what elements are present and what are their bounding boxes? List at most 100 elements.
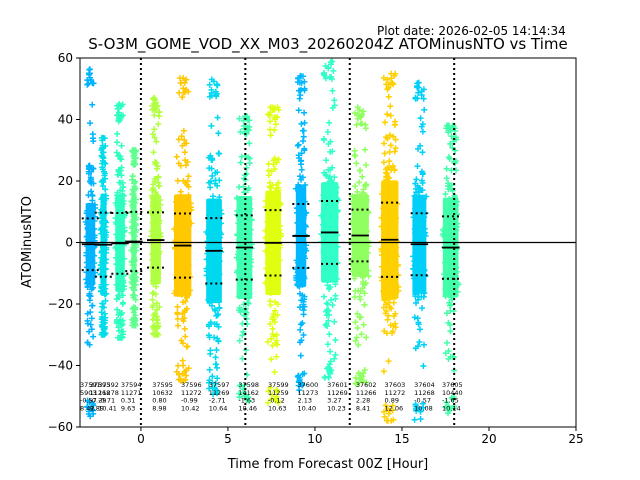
stats-count: 11268 — [90, 389, 111, 397]
stats-count: 11271 — [121, 389, 142, 397]
scatter-points-37597 — [203, 76, 225, 398]
y-axis: −60 −40 −20 0 20 40 60 — [48, 51, 80, 434]
stats-std: 8.98 — [152, 404, 166, 412]
stats-mean: -1.63 — [238, 397, 255, 405]
stats-block-37605: 37605 10440 -1.65 10.14 — [442, 381, 463, 412]
y-tick-label-40: 40 — [58, 113, 73, 127]
stats-block-37596: 37596 11272 -0.99 10.42 — [181, 381, 202, 412]
y-tick-label-0: 0 — [65, 236, 73, 250]
scatter-series-37602 — [348, 104, 372, 388]
scatter-series-37600 — [292, 72, 310, 394]
stats-mean: -2.71 — [209, 397, 226, 405]
stats-mean: -0.29 — [90, 397, 107, 405]
stats-block-37600: 37600 11273 2.13 10.40 — [298, 381, 319, 412]
scatter-series-37601 — [318, 58, 342, 381]
stats-orbit: 37605 — [442, 381, 463, 389]
y-tick-label-20: 20 — [58, 174, 73, 188]
stats-std: 9.89 — [90, 404, 104, 412]
stats-std: 10.64 — [209, 404, 228, 412]
x-axis-label: Time from Forecast 00Z [Hour] — [227, 457, 429, 472]
stats-block-37604: 37604 11268 -0.57 10.08 — [414, 381, 435, 412]
stats-orbit: 37593 — [90, 381, 111, 389]
stats-mean: -0.57 — [80, 397, 97, 405]
y-tick-label-60: 60 — [58, 51, 73, 65]
stats-std: 10.08 — [414, 404, 433, 412]
stats-orbit: 37594 — [121, 381, 142, 389]
y-tick-label--60: −60 — [48, 420, 73, 434]
stats-orbit: 37596 — [181, 381, 202, 389]
stats-std: 9.63 — [121, 404, 135, 412]
stats-mean: 0.80 — [152, 397, 166, 405]
stats-count: 11266 — [356, 389, 377, 397]
stats-count: 11269 — [209, 389, 230, 397]
scatter-series-37603 — [378, 70, 402, 424]
stats-count: 11268 — [414, 389, 435, 397]
plot-date: Plot date: 2026-02-05 14:14:34 — [377, 24, 566, 38]
scatter-points-37604 — [410, 79, 430, 423]
stats-orbit: 37602 — [356, 381, 377, 389]
x-tick-label-0: 0 — [137, 432, 145, 446]
y-axis-label: ATOMinusNTO — [20, 196, 35, 288]
scatter-points-37595 — [147, 95, 164, 338]
stats-std: 12.06 — [385, 404, 404, 412]
x-tick-label-20: 20 — [481, 432, 496, 446]
scatter-series-37599 — [262, 104, 284, 406]
scatter-series-37594 — [128, 147, 140, 329]
stats-mean: -0.71 — [98, 397, 115, 405]
scatter-series-37593 — [112, 101, 128, 341]
stats-count: 11272 — [181, 389, 202, 397]
scatter-series-37596 — [171, 75, 195, 384]
stats-orbit: 37603 — [385, 381, 406, 389]
scatter-points-37598 — [233, 113, 255, 404]
stats-count: 11273 — [298, 389, 319, 397]
stats-block-37603: 37603 11272 0.89 12.06 — [385, 381, 406, 412]
stats-block-37591: 37591 5903 -0.57 8.42 — [80, 381, 101, 412]
scatter-points-37591 — [82, 66, 99, 420]
x-tick-label-25: 25 — [568, 432, 583, 446]
stats-orbit: 37591 — [80, 381, 101, 389]
stats-count: 10632 — [152, 389, 173, 397]
stats-count: 11272 — [385, 389, 406, 397]
stats-orbit: 37599 — [268, 381, 289, 389]
stats-block-37601: 37601 11269 3.27 10.23 — [327, 381, 348, 412]
stats-mean: 2.28 — [356, 397, 370, 405]
stats-mean: -0.99 — [181, 397, 198, 405]
stats-block-37592: 37592 11278 -0.71 10.41 — [98, 381, 119, 412]
stats-mean: 3.27 — [327, 397, 341, 405]
stats-mean: 0.89 — [385, 397, 399, 405]
scatter-points-37600 — [292, 72, 310, 394]
stats-mean: 0.31 — [121, 397, 135, 405]
stats-count: 14162 — [238, 389, 259, 397]
stats-block-37593: 37593 11268 -0.29 9.89 — [90, 381, 111, 412]
reference-lines — [80, 58, 576, 427]
scatter-points-37594 — [128, 147, 140, 329]
stats-block-37595: 37595 10632 0.80 8.98 — [152, 381, 173, 412]
scatter-series-37598 — [233, 113, 255, 404]
stats-block-37598: 37598 14162 -1.63 10.46 — [238, 381, 259, 412]
scatter-points-37602 — [348, 104, 372, 388]
x-tick-label-15: 15 — [394, 432, 409, 446]
stats-mean: 2.13 — [298, 397, 312, 405]
stats-mean: -0.12 — [268, 397, 285, 405]
stats-count: 5903 — [80, 389, 97, 397]
scatter-series-37605 — [439, 122, 462, 417]
stats-orbit: 37597 — [209, 381, 230, 389]
stats-std: 10.42 — [181, 404, 200, 412]
scatter-points-37601 — [318, 58, 342, 381]
chart-title: S-O3M_GOME_VOD_XX_M03_20260204Z ATOMinus… — [88, 35, 567, 54]
stats-count: 11278 — [98, 389, 119, 397]
stats-orbit: 37600 — [298, 381, 319, 389]
stats-std: 8.41 — [356, 404, 370, 412]
stats-std: 10.41 — [98, 404, 117, 412]
stats-count: 10440 — [442, 389, 463, 397]
stats-orbit: 37598 — [238, 381, 259, 389]
stats-std: 10.46 — [238, 404, 257, 412]
stats-orbit: 37592 — [98, 381, 119, 389]
stats-block-37599: 37599 11259 -0.12 10.63 — [268, 381, 289, 412]
scatter-series-37592 — [97, 134, 110, 338]
y-tick-label--40: −40 — [48, 359, 73, 373]
scatter-points-37592 — [97, 134, 110, 338]
